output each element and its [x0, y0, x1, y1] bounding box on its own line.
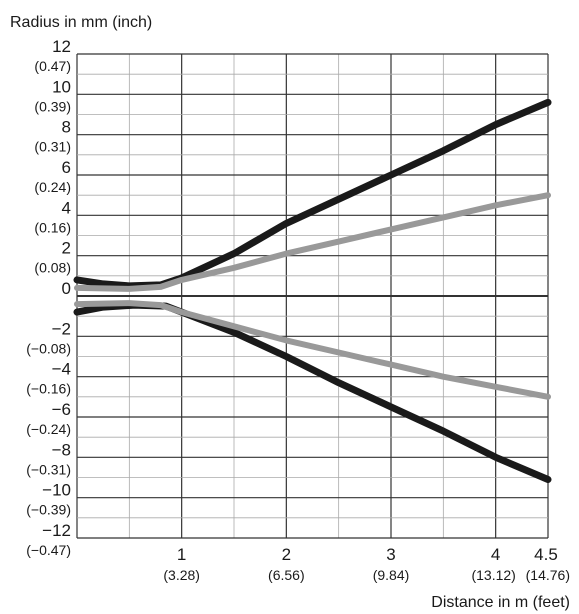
y-tick-label: 12	[52, 37, 71, 56]
y-tick-label: 10	[52, 77, 71, 96]
x-tick-sublabel: (14.76)	[526, 567, 570, 583]
y-tick-label: 4	[62, 198, 71, 217]
series-line-4	[74, 300, 551, 400]
y-tick-sublabel: (0.31)	[34, 139, 71, 155]
y-tick-label: 8	[62, 118, 71, 137]
x-tick-sublabel: (13.12)	[471, 567, 515, 583]
y-tick-label: 6	[62, 158, 71, 177]
y-tick-sublabel: (−0.16)	[26, 381, 71, 397]
y-tick-label: 2	[62, 239, 71, 258]
x-tick-label: 2	[282, 545, 291, 564]
series-group	[73, 98, 552, 483]
series-line-2	[73, 301, 552, 483]
grid	[76, 53, 549, 539]
y-tick-sublabel: (−0.24)	[26, 421, 71, 437]
y-tick-label: −2	[52, 319, 71, 338]
y-tick-sublabel: (−0.39)	[26, 502, 71, 518]
x-tick-sublabel: (3.28)	[163, 567, 200, 583]
y-tick-label: −8	[52, 440, 71, 459]
y-tick-labels: 12 (0.47) 10 (0.39) 8 (0.31) 6 (0.24) 4 (0.16) 2 (0…	[26, 37, 71, 558]
y-tick-label: −10	[42, 481, 71, 500]
x-axis-title: Distance in m (feet)	[431, 594, 570, 611]
x-tick-sublabel: (6.56)	[268, 567, 305, 583]
y-tick-sublabel: (0.24)	[34, 179, 71, 195]
y-tick-label: −6	[52, 400, 71, 419]
series-line-1	[73, 98, 552, 290]
y-tick-label: −12	[42, 521, 71, 540]
y-axis-title: Radius in mm (inch)	[10, 14, 152, 31]
y-tick-label: −4	[52, 360, 71, 379]
x-tick-sublabel: (9.84)	[373, 567, 410, 583]
y-tick-sublabel: (0.08)	[34, 260, 71, 276]
y-tick-sublabel: (−0.47)	[26, 542, 71, 558]
x-tick-labels: 1 (3.28) 2 (6.56) 3 (9.84) 4 (13.12) 4.5 (14.76)	[163, 545, 570, 583]
series-line-3	[74, 192, 551, 292]
x-tick-label: 4	[491, 545, 500, 564]
y-tick-sublabel: (−0.31)	[26, 461, 71, 477]
y-tick-sublabel: (−0.08)	[26, 340, 71, 356]
x-tick-label: 1	[177, 545, 186, 564]
x-tick-label: 4.5	[534, 545, 558, 564]
y-tick-sublabel: (0.39)	[34, 98, 71, 114]
y-tick-sublabel: (0.16)	[34, 219, 71, 235]
y-tick-label: 0	[62, 279, 71, 298]
y-tick-sublabel: (0.47)	[34, 58, 71, 74]
x-tick-label: 3	[386, 545, 395, 564]
